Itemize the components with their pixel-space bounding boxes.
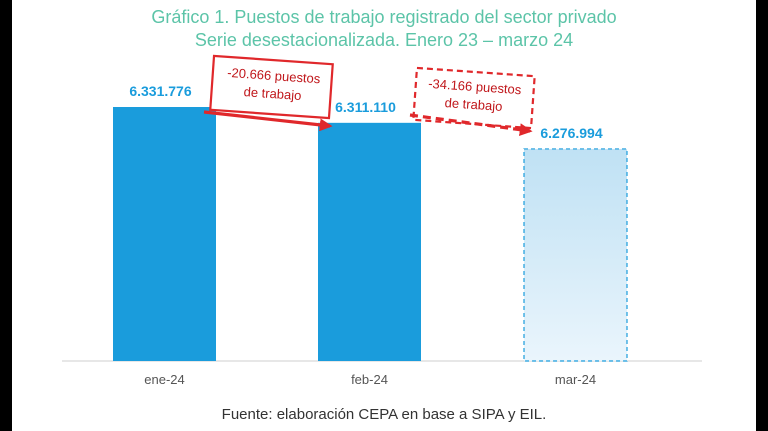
x-tick-label-ene-24: ene-24 — [144, 372, 184, 387]
x-tick-label-mar-24: mar-24 — [555, 372, 596, 387]
annotation-box — [412, 66, 536, 130]
left-black-edge — [0, 0, 12, 431]
value-label-ene-24: 6.331.776 — [129, 83, 191, 99]
annotation-text-line1: -34.166 puestos — [428, 76, 523, 98]
chart-title-line1: Gráfico 1. Puestos de trabajo registrado… — [151, 7, 617, 27]
source-note: Fuente: elaboración CEPA en base a SIPA … — [221, 406, 547, 423]
chart-title: Gráfico 1. Puestos de trabajo registrado… — [0, 6, 768, 52]
annotation-arrow — [203, 110, 333, 132]
chart-title-line2: Serie desestacionalizada. Enero 23 – mar… — [194, 30, 574, 50]
right-black-edge — [756, 0, 768, 431]
value-label-feb-24: 6.311.110 — [335, 99, 396, 115]
annotation-text-line1: -20.666 puestos — [227, 65, 322, 87]
bar-mar-24 — [523, 148, 628, 362]
annotation-text-line2: de trabajo — [243, 84, 302, 103]
bar-feb-24 — [318, 122, 421, 361]
annotation-text-line2: de trabajo — [444, 95, 503, 114]
x-tick-label-feb-24: feb-24 — [351, 372, 388, 387]
bar-ene-24 — [113, 107, 216, 361]
value-label-mar-24: 6.276.994 — [540, 125, 602, 141]
annotation-box — [209, 54, 334, 120]
annotation-arrow — [409, 113, 533, 136]
